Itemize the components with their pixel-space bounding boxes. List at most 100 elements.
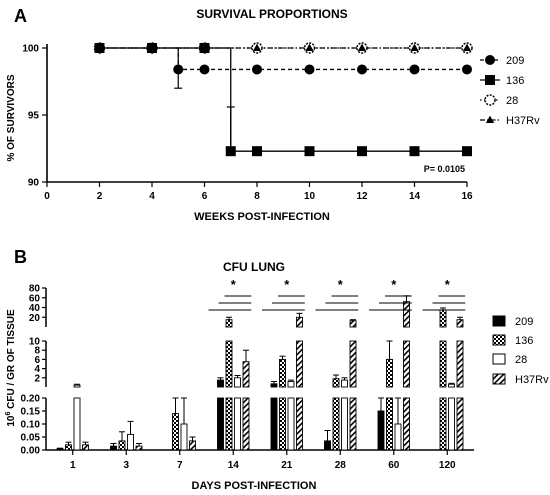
legend-marker-209 (485, 55, 495, 65)
bar-209-14 (217, 379, 224, 388)
bar-28-120 (448, 383, 455, 388)
bar-H37Rv-60 (403, 301, 410, 328)
bar-H37Rv-7 (189, 440, 196, 451)
bar-136-120 (439, 340, 447, 388)
legend-label-H37Rv: H37Rv (515, 374, 549, 386)
bar-136-14 (225, 319, 233, 328)
marker-136 (252, 146, 262, 157)
bar-H37Rv-60 (403, 340, 410, 388)
bar-136-120 (439, 309, 447, 328)
x-tick-label: 120 (439, 460, 456, 471)
panel-a-ylabel: % OF SURVIVORS (6, 74, 17, 161)
bar-H37Rv-3 (135, 445, 143, 451)
marker-136 (462, 146, 472, 157)
legend-label-28: 28 (515, 354, 527, 366)
x-tick-label: 0 (44, 191, 50, 202)
bar-209-14 (217, 397, 224, 451)
legend-label-136: 136 (515, 335, 533, 347)
bar-28-14 (234, 397, 241, 451)
marker-136 (357, 146, 367, 157)
bar-H37Rv-21 (296, 397, 303, 451)
bar-136-14 (225, 340, 233, 388)
legend-label-136: 136 (506, 75, 524, 87)
x-tick-label: 12 (356, 191, 368, 202)
series-line-136 (99, 47, 467, 152)
bar-136-21 (279, 397, 286, 451)
y-tick-label: 95 (28, 111, 40, 122)
legend-marker-136 (485, 75, 495, 85)
panel-b-xlabel: DAYS POST-INFECTION (192, 480, 317, 492)
bar-H37Rv-28 (349, 320, 357, 328)
x-tick-label: 14 (228, 460, 240, 471)
marker-136 (199, 43, 210, 53)
sig-star: * (445, 277, 451, 292)
bar-H37Rv-1 (82, 444, 89, 451)
bar-136-21 (279, 358, 286, 388)
marker-209 (173, 64, 184, 75)
panel-b-ylabel: 106 CFU / GR OF TISSUE (5, 309, 17, 427)
bar-28-14 (234, 377, 241, 388)
x-tick-label: 6 (202, 191, 208, 202)
bar-H37Rv-28 (349, 340, 357, 388)
bar-136-28 (332, 397, 340, 451)
bar-H37Rv-120 (456, 340, 464, 388)
panel-a-title: SURVIVAL PROPORTIONS (196, 7, 347, 21)
marker-209 (409, 64, 420, 75)
marker-209 (357, 64, 367, 75)
legend-label-28: 28 (506, 95, 518, 107)
sig-star: * (284, 277, 290, 292)
panel-a-pvalue: P= 0.0105 (424, 164, 465, 174)
panel-b-letter: B (14, 247, 27, 267)
x-tick-label: 4 (149, 191, 155, 202)
bar-28-21 (287, 381, 295, 388)
bar-28-21 (287, 397, 295, 451)
bar-H37Rv-14 (242, 361, 250, 388)
bar-H37Rv-60 (403, 397, 410, 451)
x-tick-label: 10 (304, 191, 316, 202)
x-tick-label: 3 (123, 460, 129, 471)
panel-a-letter: A (14, 6, 27, 26)
bar-H37Rv-120 (456, 319, 464, 328)
bar-28-3 (127, 433, 134, 451)
y-tick-label: 20 (29, 313, 41, 324)
bar-H37Rv-120 (456, 397, 464, 451)
y-tick-label: 40 (29, 303, 41, 314)
y-tick-label: 10 (29, 337, 41, 348)
survival-plot: 0 2 4 6 8 10 12 14 16 90 95 100 209 136 28 H37Rv (22, 42, 540, 202)
bar-209-21 (270, 397, 278, 451)
sig-star: * (391, 277, 397, 292)
marker-136 (409, 146, 420, 157)
y-tick-label: 90 (28, 178, 40, 189)
legend-swatch-H37Rv (492, 373, 506, 385)
bar-136-60 (386, 358, 393, 388)
bar-H37Rv-28 (349, 397, 357, 451)
marker-H37Rv (252, 43, 262, 52)
y-tick-label: 60 (29, 293, 41, 304)
legend-marker-28 (484, 94, 496, 106)
bar-209-21 (270, 383, 278, 388)
marker-136 (304, 146, 315, 157)
bar-28-1 (73, 397, 81, 451)
marker-136 (147, 43, 157, 53)
legend-label-209: 209 (515, 316, 533, 328)
bar-136-14 (225, 397, 233, 451)
marker-209 (252, 64, 262, 75)
marker-H37Rv (410, 43, 419, 52)
x-tick-label: 1 (70, 460, 76, 471)
y-tick-label: 0.00 (21, 446, 41, 457)
panel-a-xlabel: WEEKS POST-INFECTION (194, 211, 330, 223)
legend-label-H37Rv: H37Rv (506, 115, 540, 127)
sig-star: * (231, 277, 237, 292)
bar-H37Rv-14 (242, 397, 250, 451)
x-tick-label: 2 (97, 191, 103, 202)
bar-136-120 (439, 397, 447, 451)
y-tick-label: 0.15 (21, 407, 41, 418)
marker-H37Rv (462, 43, 472, 52)
bar-209-28 (324, 440, 331, 451)
x-tick-label: 21 (281, 460, 293, 471)
marker-209 (304, 64, 315, 75)
y-tick-label: 0.10 (21, 420, 41, 431)
marker-209 (199, 64, 210, 75)
x-tick-label: 8 (254, 191, 260, 202)
